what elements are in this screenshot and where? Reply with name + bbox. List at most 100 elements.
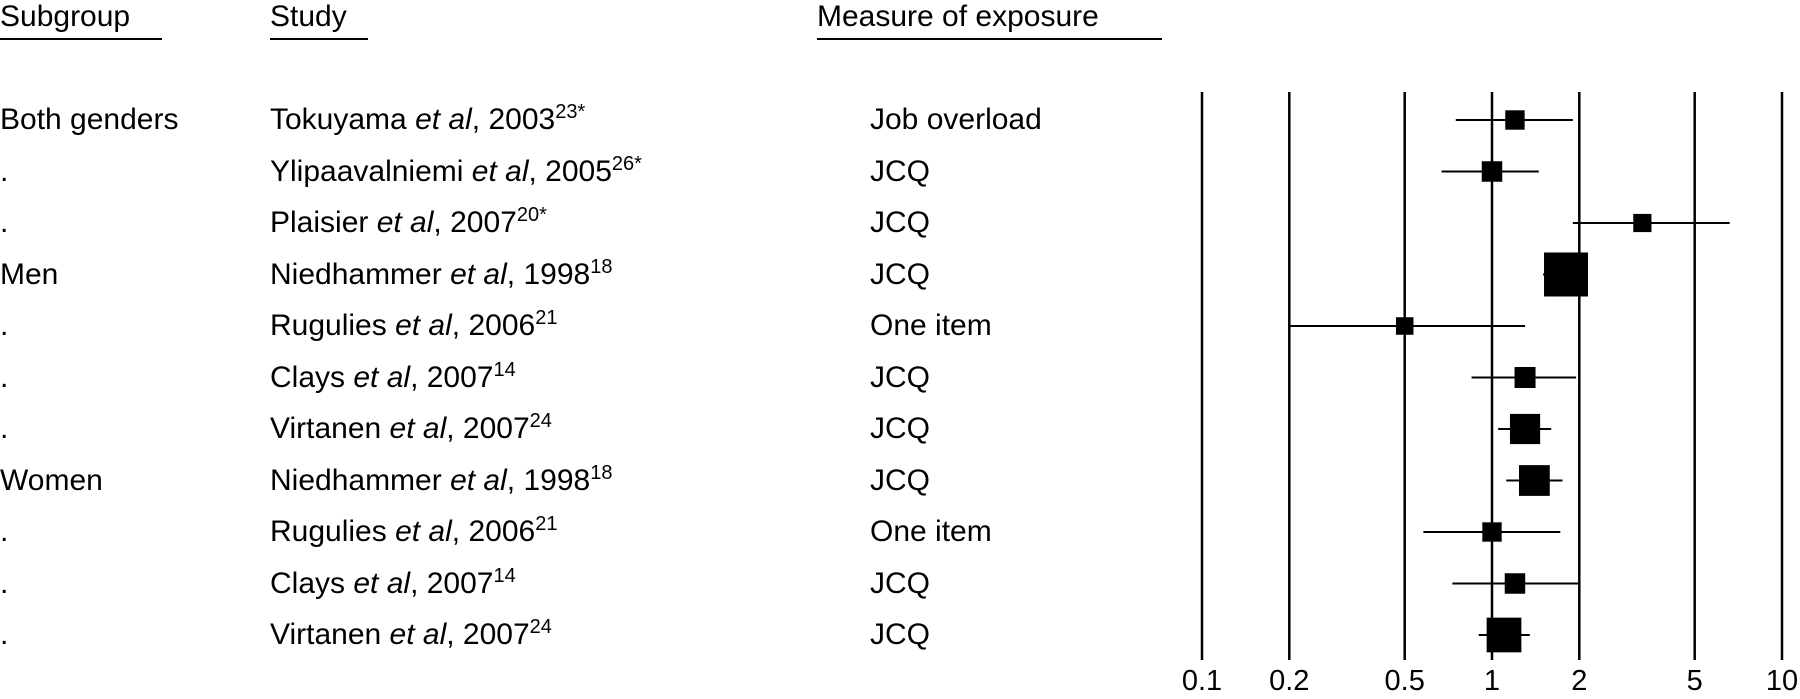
study-author: Niedhammer [270, 257, 451, 291]
tick-label: 5 [1687, 665, 1703, 697]
study-etal: et al [353, 566, 411, 600]
study-author: Rugulies [270, 515, 396, 548]
study-author: Tokuyama [270, 103, 416, 136]
study-reference: 24 [529, 616, 552, 638]
row-study: Niedhammer et al, 199818 [270, 461, 613, 498]
row-subgroup: . [0, 515, 9, 548]
study-year: , 2006 [451, 515, 536, 548]
row-subgroup: . [0, 206, 9, 239]
point-estimate [1509, 413, 1541, 445]
study-reference: 26* [611, 152, 642, 175]
study-etal: et al [450, 257, 507, 291]
study-year: , 1998 [506, 257, 591, 291]
header-study: Study [270, 0, 347, 33]
header-subgroup-underline [0, 38, 162, 40]
study-reference: 21 [535, 307, 558, 329]
row-measure: JCQ [870, 412, 930, 445]
study-author: Clays [270, 566, 354, 600]
header-measure-underline [817, 38, 1162, 40]
study-author: Virtanen [270, 412, 390, 445]
study-year: , 2007 [410, 360, 494, 394]
study-year: , 2007 [433, 206, 517, 239]
row-study: Tokuyama et al, 200323* [270, 101, 586, 137]
point-estimate [1395, 317, 1414, 335]
row-subgroup: Men [0, 257, 59, 291]
study-etal: et al [395, 309, 452, 342]
study-reference: 18 [590, 255, 613, 278]
study-year: , 2007 [446, 618, 530, 651]
row-measure: JCQ [870, 257, 930, 291]
study-reference: 23* [555, 101, 586, 123]
row-measure: JCQ [870, 463, 930, 497]
row-subgroup: . [0, 618, 9, 651]
study-year: , 2005 [528, 154, 612, 188]
row-study: Ylipaavalniemi et al, 200526* [270, 152, 642, 189]
point-estimate [1482, 522, 1502, 542]
tick-label: 2 [1571, 665, 1587, 697]
study-year: , 1998 [506, 463, 591, 497]
row-subgroup: . [0, 566, 9, 600]
point-estimate [1481, 161, 1503, 182]
row-study: Clays et al, 200714 [270, 358, 516, 395]
header-measure: Measure of exposure [817, 0, 1099, 33]
study-etal: et al [376, 206, 434, 239]
row-measure: JCQ [870, 206, 930, 239]
study-year: , 2007 [446, 412, 530, 445]
study-etal: et al [471, 154, 529, 188]
row-study: Niedhammer et al, 199818 [270, 255, 613, 292]
study-year: , 2003 [471, 103, 556, 136]
study-author: Ylipaavalniemi [270, 154, 472, 188]
study-author: Virtanen [270, 618, 390, 651]
row-study: Rugulies et al, 200621 [270, 307, 558, 343]
study-etal: et al [415, 103, 472, 136]
row-study: Virtanen et al, 200724 [270, 616, 552, 652]
row-measure: One item [870, 515, 992, 548]
study-reference: 18 [590, 461, 613, 484]
row-measure: JCQ [870, 618, 930, 651]
study-author: Plaisier [270, 206, 377, 239]
study-year: , 2007 [410, 566, 494, 600]
tick-label: 10 [1766, 665, 1798, 697]
study-reference: 14 [493, 564, 516, 587]
row-measure: JCQ [870, 154, 930, 188]
study-year: , 2006 [451, 309, 536, 342]
point-estimate [1544, 252, 1589, 297]
point-estimate [1633, 213, 1652, 233]
row-subgroup: . [0, 412, 9, 445]
row-subgroup: . [0, 360, 9, 394]
row-study: Virtanen et al, 200724 [270, 410, 552, 446]
study-etal: et al [395, 515, 452, 548]
study-author: Rugulies [270, 309, 396, 342]
study-reference: 20* [516, 204, 547, 226]
study-reference: 24 [529, 410, 552, 432]
tick-label: 0.5 [1385, 665, 1425, 697]
study-etal: et al [353, 360, 411, 394]
study-etal: et al [450, 463, 507, 497]
tick-label: 0.2 [1269, 665, 1309, 697]
row-measure: One item [870, 309, 992, 342]
point-estimate [1514, 367, 1536, 388]
row-subgroup: Women [0, 463, 103, 497]
row-measure: JCQ [870, 360, 930, 394]
row-measure: Job overload [870, 103, 1042, 136]
row-study: Clays et al, 200714 [270, 564, 516, 601]
study-reference: 21 [535, 513, 558, 535]
study-author: Niedhammer [270, 463, 451, 497]
row-study: Rugulies et al, 200621 [270, 513, 558, 549]
study-etal: et al [389, 618, 447, 651]
study-reference: 14 [493, 358, 516, 381]
study-author: Clays [270, 360, 354, 394]
tick-label: 0.1 [1182, 665, 1222, 697]
header-study-underline [270, 38, 368, 40]
row-subgroup: . [0, 309, 9, 342]
point-estimate [1505, 110, 1525, 130]
point-estimate [1504, 573, 1526, 594]
row-study: Plaisier et al, 200720* [270, 204, 547, 240]
tick-label: 1 [1484, 665, 1500, 697]
point-estimate [1518, 465, 1550, 496]
row-measure: JCQ [870, 566, 930, 600]
row-subgroup: . [0, 154, 9, 188]
header-subgroup: Subgroup [0, 0, 131, 33]
point-estimate [1486, 617, 1522, 653]
